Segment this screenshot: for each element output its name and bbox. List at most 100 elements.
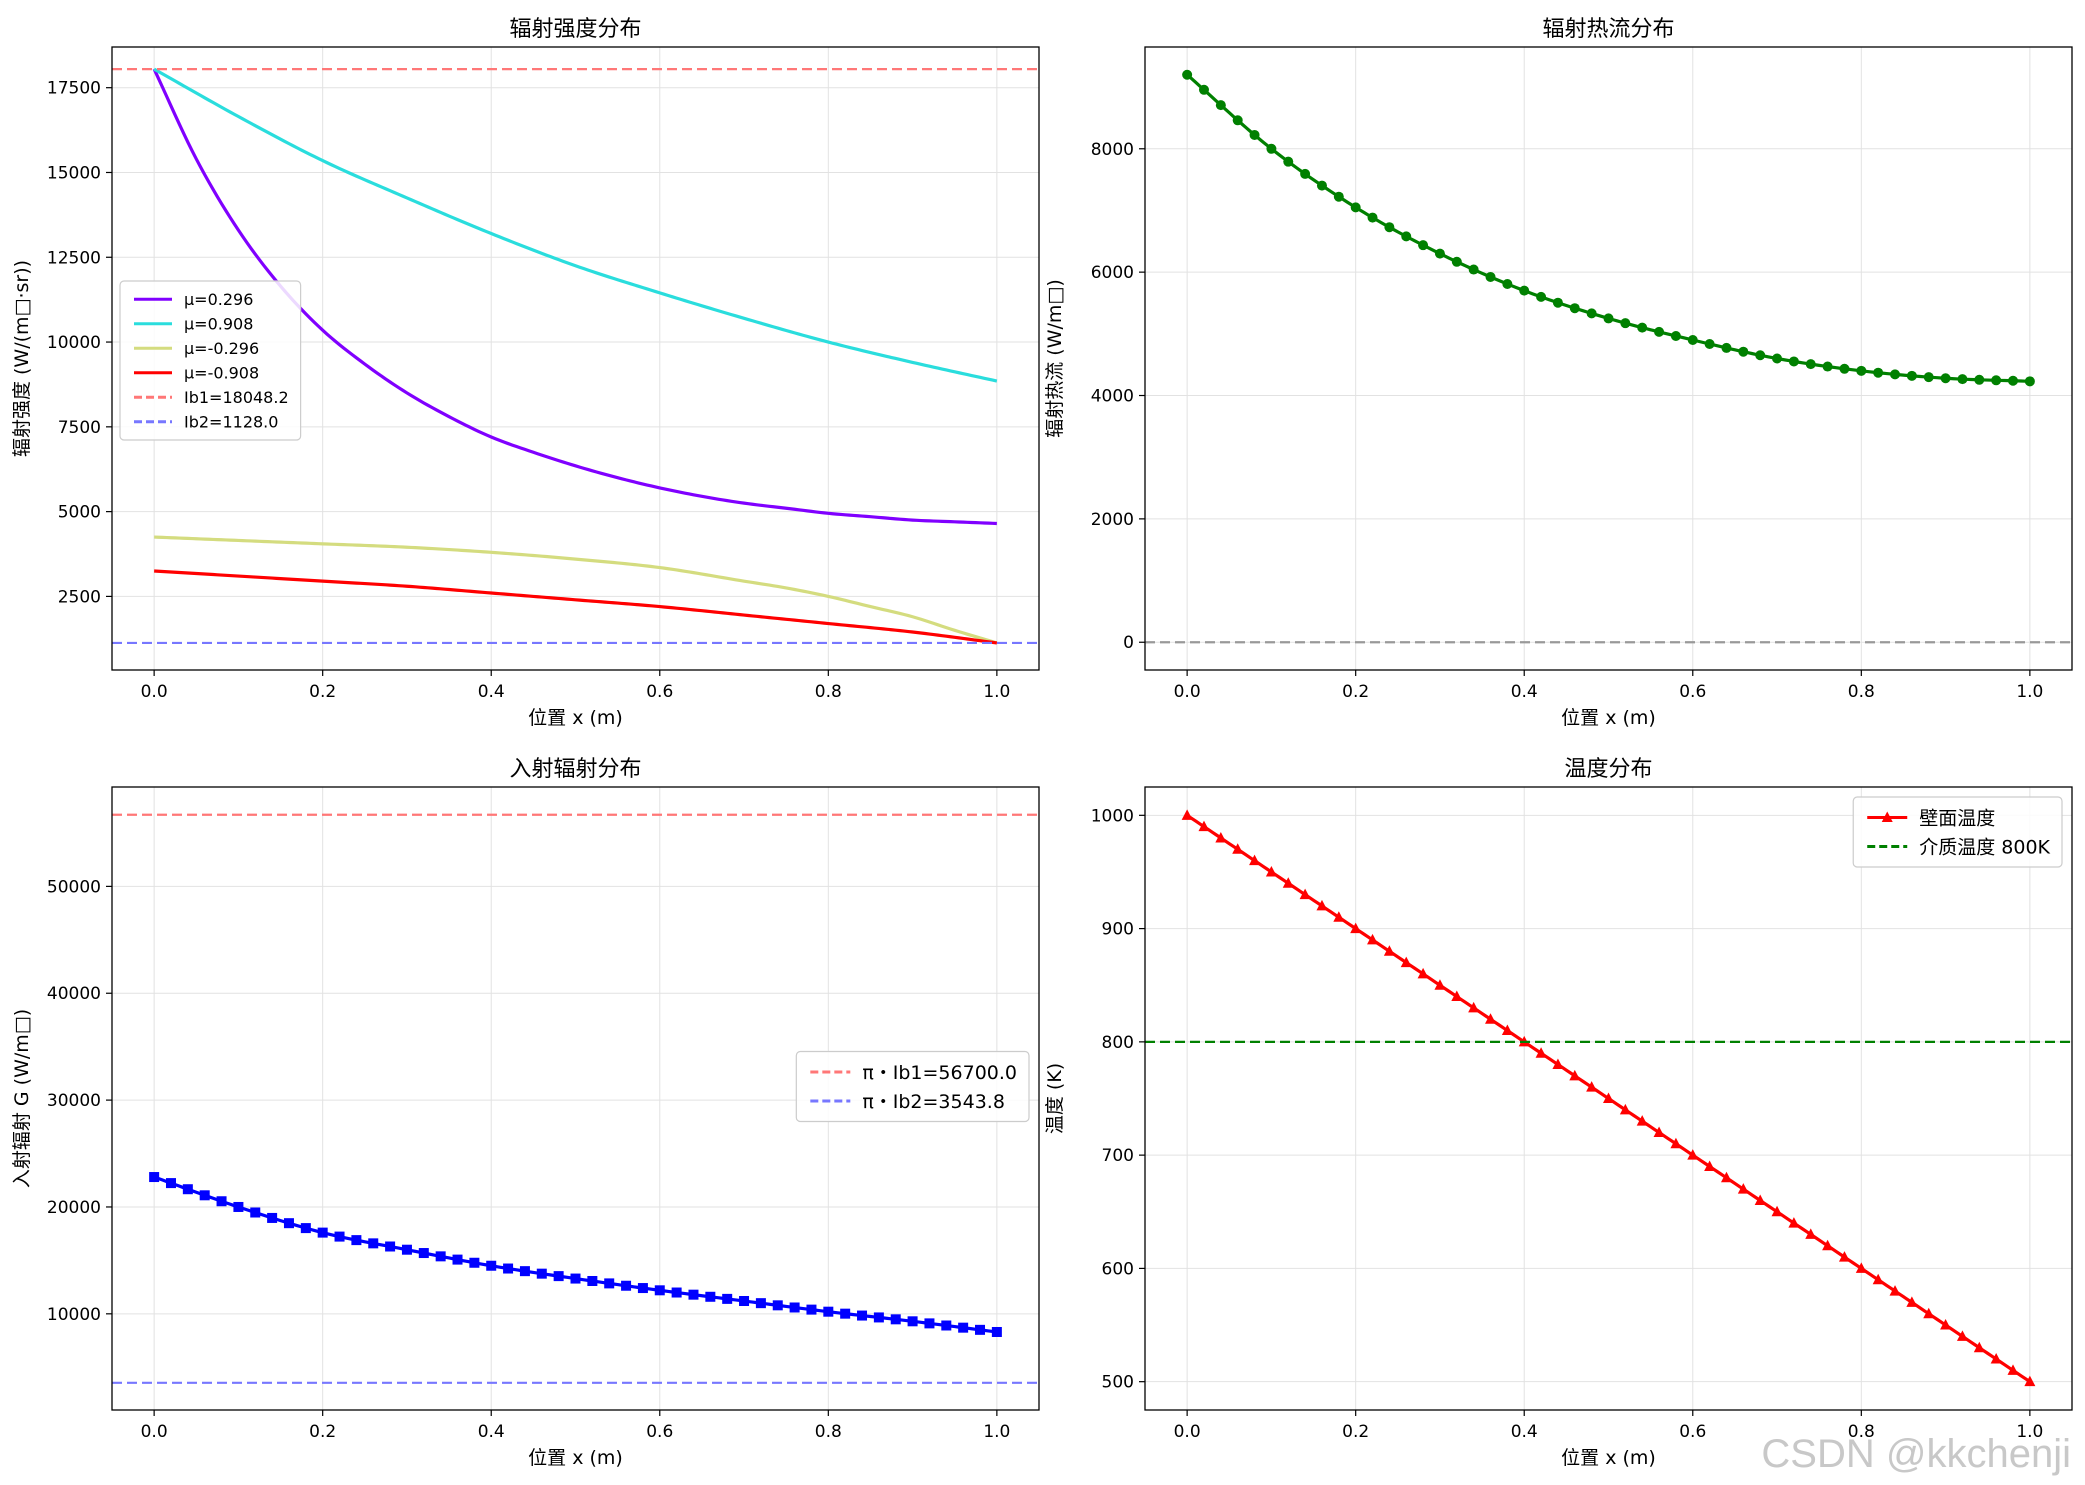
x-tick-label: 0.2: [1342, 682, 1369, 702]
point-series-0: [907, 1316, 918, 1327]
point-series-0: [1906, 370, 1917, 381]
point-series--: [1434, 979, 1446, 990]
point-series-0: [351, 1235, 362, 1246]
x-tick-label: 0.2: [309, 1422, 336, 1442]
point-series-0: [1198, 84, 1209, 95]
point-series-0: [1991, 375, 2002, 386]
y-axis-label: 入射辐射 G (W/m□): [11, 1009, 33, 1188]
point-series-0: [519, 1266, 530, 1277]
point-series--: [1451, 990, 1463, 1002]
y-tick-label: 4000: [1091, 387, 1134, 407]
point-series-0: [1300, 168, 1311, 179]
legend: π・Ib1=56700.0 π・Ib2=3543.8: [795, 1050, 1030, 1123]
y-tick-label: 50000: [47, 877, 101, 897]
point-series--: [1603, 1092, 1614, 1103]
point-series-0: [1603, 313, 1614, 324]
point-series-0: [1519, 285, 1530, 296]
x-axis-label: 位置 x (m): [528, 1447, 623, 1469]
point-series--: [1619, 1103, 1631, 1115]
axes-frame: [111, 46, 1040, 671]
point-series-0: [1805, 359, 1816, 370]
point-series--: [1687, 1149, 1699, 1160]
point-series-0: [1721, 342, 1732, 353]
line-series--0-296: [154, 535, 998, 645]
point-series-0: [1249, 129, 1260, 140]
point-series-0: [1485, 271, 1496, 282]
y-tick-label: 20000: [47, 1198, 101, 1218]
point-series--: [1923, 1307, 1935, 1319]
point-series-0: [705, 1291, 716, 1302]
point-series-0: [654, 1285, 665, 1296]
point-series-0: [1772, 353, 1783, 364]
point-series-0: [1232, 115, 1243, 126]
point-series-0: [1468, 264, 1479, 275]
point-series-0: [1350, 202, 1361, 213]
x-axis-label: 位置 x (m): [1561, 707, 1656, 729]
y-tick-label: 0: [1123, 633, 1134, 653]
point-series-0: [199, 1190, 210, 1201]
point-series--: [1586, 1081, 1598, 1092]
y-axis-label: 温度 (K): [1044, 1063, 1066, 1134]
point-series--: [1973, 1341, 1985, 1353]
x-tick-label: 0.8: [815, 682, 842, 702]
point-series--: [1316, 899, 1328, 911]
plot-area: [112, 813, 1039, 1384]
point-series-0: [1687, 334, 1698, 345]
x-tick-label: 0.6: [1679, 1422, 1706, 1442]
point-series--: [1501, 1024, 1513, 1036]
legend-box: [119, 280, 302, 441]
point-series--: [1333, 911, 1345, 922]
point-series-0: [1788, 356, 1799, 367]
plot-area: [1145, 69, 2072, 644]
point-series-0: [283, 1218, 294, 1229]
y-tick-label: 17500: [47, 79, 101, 99]
y-tick-label: 10000: [47, 333, 101, 353]
point-series-0: [722, 1293, 733, 1304]
x-tick-label: 1.0: [983, 682, 1010, 702]
point-series--: [1350, 922, 1362, 934]
x-tick-label: 0.4: [478, 682, 505, 702]
point-series-0: [182, 1184, 193, 1195]
y-tick-label: 8000: [1091, 140, 1134, 160]
legend-label: Ib2=1128.0: [184, 413, 278, 432]
legend-box: [1852, 796, 2063, 868]
point-series--: [1535, 1047, 1547, 1058]
point-series-0: [165, 1178, 176, 1189]
point-series-0: [1923, 372, 1934, 383]
point-series-0: [317, 1227, 328, 1238]
point-series-0: [536, 1268, 547, 1279]
x-tick-label: 0.4: [1511, 1422, 1538, 1442]
point-series-0: [401, 1244, 412, 1255]
point-series-0: [452, 1254, 463, 1265]
point-series--: [1265, 865, 1277, 877]
point-series-0: [1890, 369, 1901, 380]
point-series-0: [418, 1248, 429, 1259]
point-series-0: [267, 1212, 278, 1223]
x-tick-label: 0.4: [478, 1422, 505, 1442]
point-series--: [1282, 877, 1294, 888]
point-series-0: [1637, 322, 1648, 333]
point-series--: [1383, 945, 1395, 956]
x-axis-label: 位置 x (m): [1561, 1447, 1656, 1469]
point-series-0: [385, 1241, 396, 1252]
point-series-0: [789, 1302, 800, 1313]
point-series-0: [604, 1278, 615, 1289]
y-tick-label: 6000: [1091, 263, 1134, 283]
chart-title: 入射辐射分布: [509, 757, 641, 782]
point-series-0: [1873, 367, 1884, 378]
point-series--: [1670, 1137, 1682, 1149]
point-series--: [1889, 1285, 1901, 1296]
y-tick-label: 15000: [47, 163, 101, 183]
point-series-0: [250, 1207, 261, 1218]
line-series--0-908: [153, 67, 998, 383]
line-series-0: [1186, 73, 2030, 383]
point-series--: [1855, 1262, 1867, 1273]
point-series--: [1198, 820, 1210, 832]
y-axis-label: 辐射强度 (W/(m□·sr)): [11, 260, 33, 457]
point-series--: [1485, 1013, 1497, 1024]
line-series--0-908: [154, 569, 998, 645]
point-series-0: [2008, 375, 2019, 386]
chart-panel-4: 0.0 0.2 0.4 0.6 0.8 1.0 500 600 700 800 900 1000 温度分…: [1044, 757, 2073, 1469]
point-series-0: [233, 1201, 244, 1212]
